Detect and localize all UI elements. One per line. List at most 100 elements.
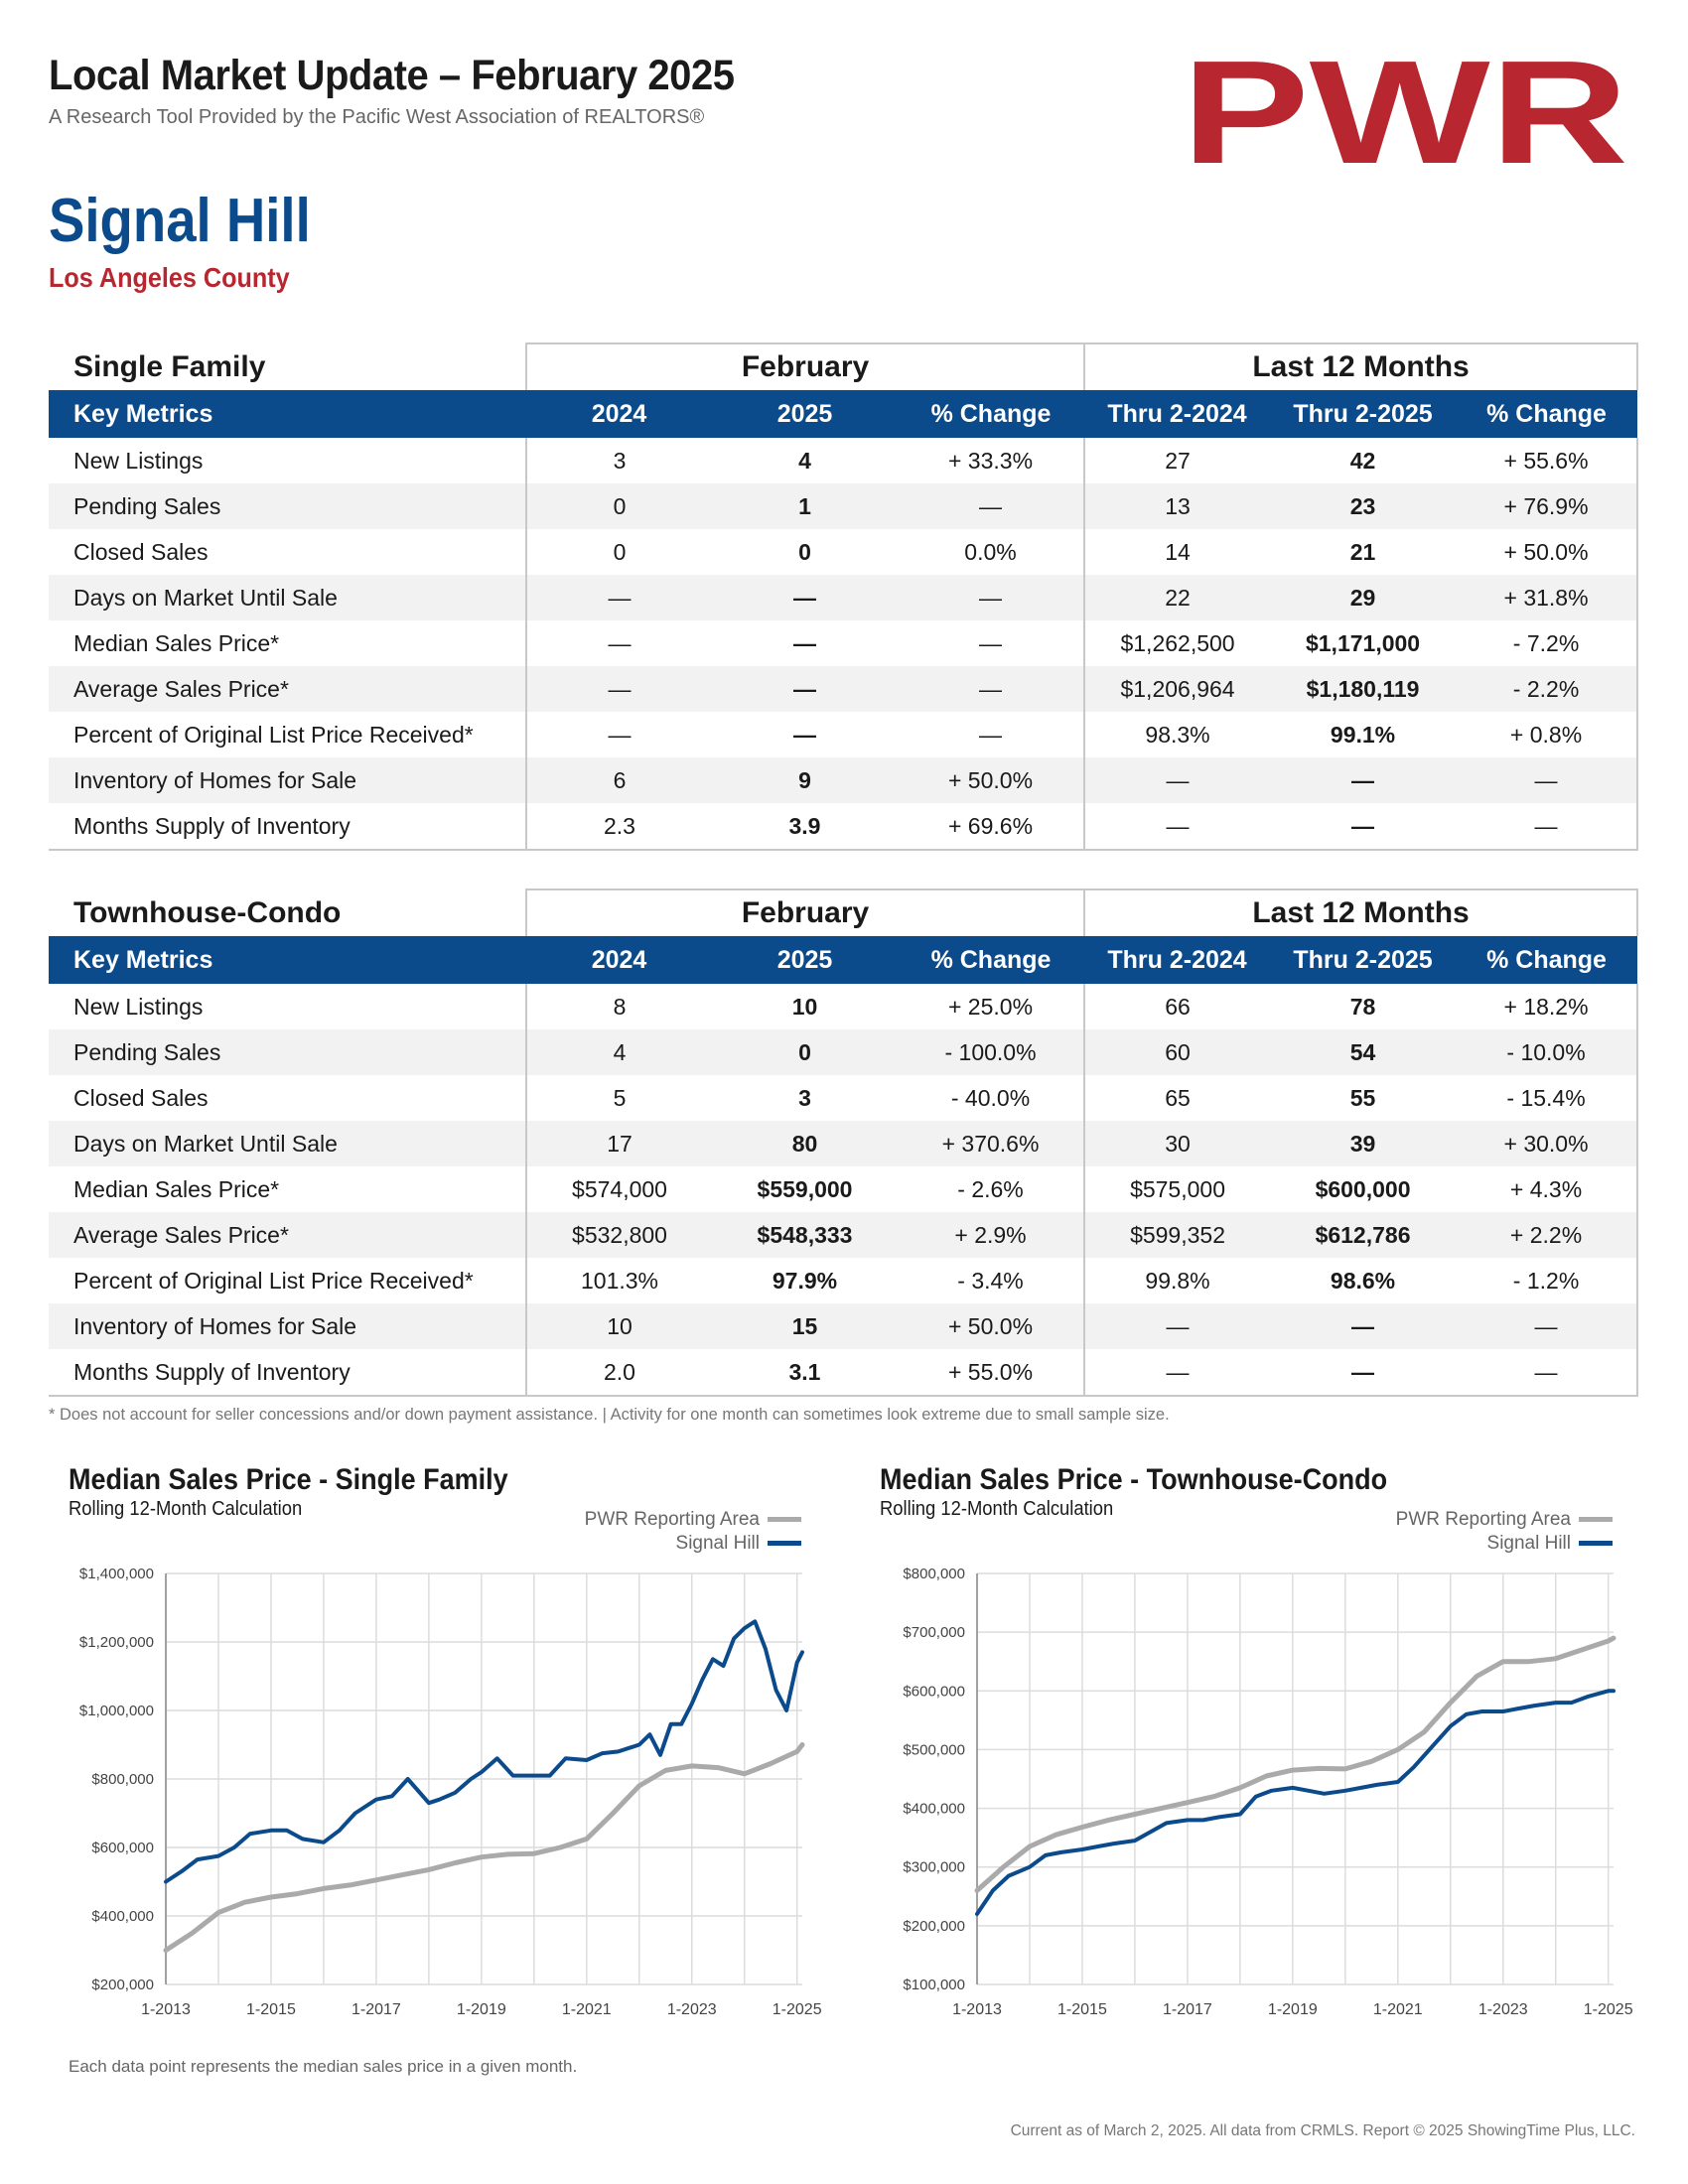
- column-header: Key Metrics: [49, 390, 526, 438]
- metric-value: + 33.3%: [947, 447, 1034, 474]
- metric-label: Days on Market Until Sale: [49, 1121, 526, 1166]
- legend-label: PWR Reporting Area: [584, 1509, 760, 1530]
- metric-value: 60: [1083, 1029, 1271, 1075]
- y-tick-label: $800,000: [903, 1566, 965, 1582]
- metric-value: 30: [1083, 1121, 1271, 1166]
- metric-value: - 7.2%: [1456, 620, 1639, 666]
- median-price-chart-single-family: $200,000 $400,000 $600,000 $800,000 $1,000,0…: [79, 1566, 822, 2018]
- metric-label: New Listings: [73, 447, 204, 474]
- x-tick-label: 1-2013: [952, 2001, 1002, 2018]
- metric-label: Inventory of Homes for Sale: [49, 1303, 526, 1349]
- y-tick-label: $400,000: [91, 1908, 154, 1925]
- metric-value: 0: [525, 483, 712, 529]
- metric-value: 101.3%: [525, 1258, 712, 1303]
- y-tick-label: $200,000: [91, 1977, 154, 1993]
- metric-label: Inventory of Homes for Sale: [49, 757, 526, 803]
- table-row: Days on Market Until Sale 17 80 + 370.6% 30 3…: [49, 1121, 1639, 1166]
- metric-label: Median Sales Price*: [73, 629, 280, 656]
- metric-value: —: [979, 721, 1003, 748]
- table-row: Median Sales Price* $574,000 $559,000 - 2.6…: [49, 1166, 1639, 1212]
- x-tick-label: 1-2021: [1373, 2001, 1423, 2018]
- table-row: Inventory of Homes for Sale 10 15 + 50.0% — —…: [49, 1303, 1639, 1349]
- metric-value: + 55.6%: [1456, 438, 1639, 483]
- x-tick-label: 1-2019: [457, 2001, 506, 2018]
- metric-value: + 30.0%: [1456, 1121, 1639, 1166]
- chart-note: Each data point represents the median sa…: [69, 2057, 578, 2076]
- metric-value: $600,000: [1315, 1175, 1411, 1202]
- y-tick-label: $1,000,000: [79, 1703, 154, 1719]
- group-header-12-months: Last 12 Months: [1083, 888, 1639, 936]
- report-subtitle: A Research Tool Provided by the Pacific …: [49, 106, 705, 128]
- legend-item-local: Signal Hill: [676, 1533, 801, 1555]
- metric-value: 21: [1349, 538, 1376, 565]
- series-line-reporting-area: [163, 1742, 805, 1953]
- metric-value: 0: [712, 1029, 898, 1075]
- metric-value: 42: [1349, 447, 1376, 474]
- legend-item-local: Signal Hill: [1487, 1533, 1613, 1555]
- table-title: Single Family: [73, 349, 266, 383]
- metric-value: 15: [712, 1303, 898, 1349]
- metric-value: 10: [525, 1303, 712, 1349]
- report-title: Local Market Update – February 2025: [49, 52, 735, 99]
- column-header: 2025: [712, 936, 898, 984]
- metric-value: + 25.0%: [947, 993, 1034, 1020]
- metric-label: Days on Market Until Sale: [49, 575, 526, 620]
- page-footer: Current as of March 2, 2025. All data fr…: [1010, 2122, 1635, 2139]
- metric-value: 99.8%: [1083, 1258, 1271, 1303]
- metric-value: $1,180,119: [1270, 666, 1457, 712]
- metric-value: 3.9: [712, 803, 898, 851]
- legend-swatch: [1579, 1517, 1613, 1523]
- metric-value: - 15.4%: [1456, 1075, 1639, 1121]
- metric-value: + 370.6%: [898, 1121, 1085, 1166]
- metric-label: Median Sales Price*: [73, 1175, 280, 1202]
- metric-value: 13: [1083, 483, 1271, 529]
- metric-value: —: [1456, 803, 1639, 851]
- metric-value: $1,171,000: [1305, 629, 1421, 656]
- metric-value: $1,262,500: [1083, 620, 1271, 666]
- metric-value: —: [793, 721, 816, 748]
- y-tick-label: $100,000: [903, 1977, 965, 1993]
- metric-value: 22: [1083, 575, 1271, 620]
- y-tick-label: $700,000: [903, 1624, 965, 1641]
- metric-value: 80: [712, 1121, 898, 1166]
- group-header-february: February: [524, 888, 1085, 936]
- group-header-february: February: [524, 342, 1085, 390]
- metric-value: 98.6%: [1330, 1267, 1396, 1294]
- metric-value: 54: [1270, 1029, 1457, 1075]
- chart-subtitle: Rolling 12-Month Calculation: [69, 1498, 303, 1520]
- metric-value: —: [898, 666, 1085, 712]
- metric-value: $1,206,964: [1083, 666, 1271, 712]
- table-row: Median Sales Price* — — — $1,262,500 $1,171,0…: [49, 620, 1639, 666]
- x-tick-label: 1-2019: [1268, 2001, 1318, 2018]
- pwr-logo: PWR: [1182, 52, 1628, 168]
- metric-value: —: [979, 629, 1003, 656]
- metric-value: + 50.0%: [898, 757, 1085, 803]
- metric-value: 2.0: [525, 1349, 712, 1397]
- legend-label: PWR Reporting Area: [1395, 1509, 1571, 1530]
- group-header-12-months: Last 12 Months: [1083, 342, 1639, 390]
- metric-value: 4: [798, 447, 811, 474]
- metric-value: 98.3%: [1083, 712, 1271, 757]
- table-row: Percent of Original List Price Received*…: [49, 712, 1639, 757]
- y-tick-label: $200,000: [903, 1918, 965, 1935]
- x-tick-label: 1-2017: [352, 2001, 401, 2018]
- y-tick-label: $600,000: [91, 1840, 154, 1856]
- metric-label: Closed Sales: [73, 1084, 209, 1111]
- metric-value: $574,000: [525, 1166, 712, 1212]
- metric-value: $575,000: [1083, 1166, 1271, 1212]
- table-row: Pending Sales 0 1—13 23 + 76.9%: [49, 483, 1639, 529]
- metric-value: 55: [1349, 1084, 1376, 1111]
- x-tick-label: 1-2025: [773, 2001, 822, 2018]
- metric-value: —: [1083, 757, 1271, 803]
- metric-value: - 3.4%: [957, 1267, 1024, 1294]
- metric-value: 10: [791, 993, 818, 1020]
- legend-swatch: [768, 1541, 801, 1547]
- metric-value: 9: [712, 757, 898, 803]
- metric-value: —: [1456, 1303, 1639, 1349]
- metric-label: Closed Sales: [73, 538, 209, 565]
- legend-label: Signal Hill: [675, 1533, 760, 1554]
- metric-value: + 2.9%: [898, 1212, 1085, 1258]
- table-row: Months Supply of Inventory 2.3 3.9 + 69.6% —…: [49, 803, 1639, 851]
- legend-label: Signal Hill: [1486, 1533, 1571, 1554]
- metric-value: - 1.2%: [1456, 1258, 1639, 1303]
